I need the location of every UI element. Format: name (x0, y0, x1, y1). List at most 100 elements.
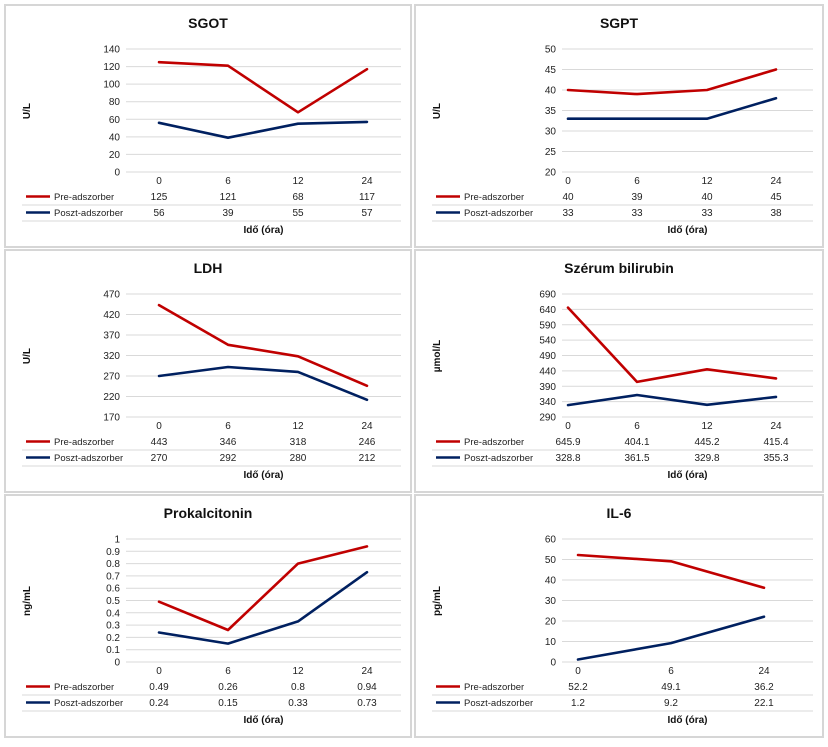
chart-title: IL-6 (607, 505, 632, 521)
data-label: 0.94 (357, 682, 377, 693)
x-tick-label: 6 (634, 176, 640, 187)
y-tick-label: 0.1 (106, 645, 120, 656)
legend-label: Poszt-adszorber (464, 208, 533, 219)
data-label: 33 (562, 208, 574, 219)
x-tick-label: 0 (565, 421, 571, 432)
y-tick-label: 640 (539, 305, 556, 316)
data-label: 1.2 (571, 698, 585, 709)
data-label: 68 (292, 192, 304, 203)
x-tick-label: 12 (292, 176, 304, 187)
y-tick-label: 0 (114, 658, 120, 669)
y-tick-label: 80 (109, 97, 121, 108)
y-tick-label: 0.9 (106, 547, 120, 558)
y-tick-label: 270 (103, 372, 120, 383)
data-label: 445.2 (694, 437, 719, 448)
data-label: 0.49 (149, 682, 169, 693)
y-tick-label: 0.3 (106, 621, 120, 632)
y-tick-label: 340 (539, 397, 556, 408)
data-label: 52.2 (568, 682, 588, 693)
y-axis-label: pg/mL (432, 586, 443, 616)
y-tick-label: 20 (545, 617, 557, 628)
data-label: 121 (220, 192, 237, 203)
data-label: 117 (359, 192, 375, 203)
x-tick-label: 24 (361, 176, 373, 187)
data-label: 270 (151, 453, 168, 464)
y-tick-label: 10 (545, 637, 557, 648)
x-axis-label: Idő (óra) (244, 225, 284, 236)
y-tick-label: 20 (545, 168, 557, 179)
data-label: 212 (359, 453, 376, 464)
y-tick-label: 0.6 (106, 584, 120, 595)
y-tick-label: 0.4 (106, 608, 120, 619)
data-label: 329.8 (694, 453, 719, 464)
y-tick-label: 420 (103, 310, 120, 321)
series-line-post (566, 393, 778, 407)
y-tick-label: 50 (545, 45, 557, 56)
chart-panel-4: Szérum bilirubin 290 340 390 440 490 540 590 640… (414, 249, 824, 493)
chart-panel-3: LDH 170 220 270 320 370 420 470 U/L 0 6 12 24 Pre-ads… (4, 249, 412, 493)
y-tick-label: 390 (539, 382, 556, 393)
chart-panel-1: SGOT 0 20 40 60 80 100 120 140 U/L 0 6 12 24 Pre-adszo… (4, 4, 412, 248)
y-tick-label: 140 (103, 45, 120, 56)
data-label: 39 (631, 192, 643, 203)
series-line-post (157, 120, 369, 139)
y-tick-label: 20 (109, 150, 121, 161)
data-label: 0.24 (149, 698, 169, 709)
chart-title: SGPT (600, 15, 639, 31)
x-tick-label: 0 (565, 176, 571, 187)
chart-panel-2: SGPT 20 25 30 35 40 45 50 U/L 0 6 12 24 Pre-adszorber… (414, 4, 824, 248)
y-tick-label: 0.8 (106, 559, 120, 570)
y-tick-label: 590 (539, 320, 556, 331)
y-tick-label: 1 (114, 535, 120, 546)
series-line-post (576, 615, 766, 661)
y-axis-label: U/L (22, 348, 33, 364)
data-label: 33 (631, 208, 643, 219)
x-tick-label: 0 (156, 176, 162, 187)
x-tick-label: 12 (292, 666, 304, 677)
x-tick-label: 12 (292, 421, 304, 432)
legend-label: Pre-adszorber (54, 192, 114, 203)
data-label: 415.4 (763, 437, 788, 448)
chart-title: LDH (194, 260, 223, 276)
data-label: 361.5 (624, 453, 649, 464)
series-line-pre (566, 306, 778, 384)
legend-label: Pre-adszorber (54, 682, 114, 693)
x-tick-label: 12 (701, 176, 713, 187)
x-tick-label: 24 (770, 176, 782, 187)
data-label: 49.1 (661, 682, 681, 693)
data-label: 40 (701, 192, 713, 203)
y-tick-label: 25 (545, 147, 557, 158)
legend-label: Pre-adszorber (464, 682, 524, 693)
x-axis-label: Idő (óra) (668, 715, 708, 726)
y-tick-label: 0.2 (106, 633, 120, 644)
series-line-post (157, 365, 369, 402)
x-tick-label: 0 (156, 666, 162, 677)
data-label: 33 (701, 208, 713, 219)
y-tick-label: 100 (103, 80, 120, 91)
y-tick-label: 320 (103, 351, 120, 362)
y-tick-label: 0 (550, 658, 556, 669)
data-label: 0.26 (218, 682, 238, 693)
y-tick-label: 690 (539, 290, 556, 301)
legend-label: Poszt-adszorber (54, 453, 123, 464)
y-tick-label: 0.5 (106, 596, 120, 607)
data-label: 443 (151, 437, 168, 448)
data-label: 0.33 (288, 698, 308, 709)
data-label: 45 (770, 192, 782, 203)
data-label: 36.2 (754, 682, 774, 693)
y-tick-label: 0.7 (106, 571, 120, 582)
y-tick-label: 440 (539, 366, 556, 377)
legend-label: Pre-adszorber (464, 437, 524, 448)
y-tick-label: 120 (103, 62, 120, 73)
y-axis-label: ng/mL (22, 586, 33, 616)
x-axis-label: Idő (óra) (668, 470, 708, 481)
data-label: 355.3 (763, 453, 788, 464)
legend-label: Poszt-adszorber (54, 698, 123, 709)
y-tick-label: 540 (539, 336, 556, 347)
data-label: 246 (359, 437, 376, 448)
chart-svg: LDH 170 220 270 320 370 420 470 U/L 0 6 12 24 Pre-ads… (22, 260, 401, 481)
chart-svg: Prokalcitonin00.10.20.30.40.50.60.70.80.… (22, 505, 401, 726)
legend-label: Poszt-adszorber (464, 453, 533, 464)
data-label: 22.1 (754, 698, 774, 709)
chart-svg: IL-6 0 10 20 30 40 50 60 pg/mL 0 6 24 Pre-adszorber 5… (432, 505, 813, 726)
